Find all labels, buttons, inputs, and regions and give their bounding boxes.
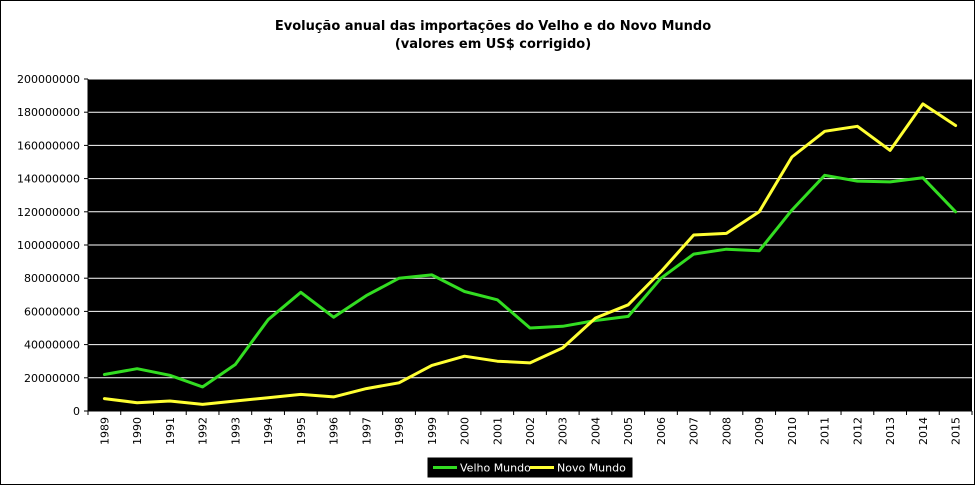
y-tick-label: 180000000 xyxy=(17,106,80,119)
x-tick-label: 2012 xyxy=(851,417,864,445)
legend-label: Velho Mundo xyxy=(460,462,531,475)
x-tick-label: 2002 xyxy=(524,417,537,445)
x-tick-label: 2015 xyxy=(950,417,963,445)
x-tick-label: 2011 xyxy=(819,417,832,445)
x-tick-label: 1998 xyxy=(393,417,406,445)
x-tick-label: 1992 xyxy=(197,417,210,445)
x-axis: 1989 1990 1991 1992 1993 1994 1995 1996 1997 1998… xyxy=(87,410,973,445)
x-tick-label: 2008 xyxy=(720,417,733,445)
series-lines xyxy=(102,102,958,406)
x-tick-label: 1994 xyxy=(262,417,275,445)
x-tick-label: 2003 xyxy=(557,417,570,445)
x-tick-label: 1997 xyxy=(360,417,373,445)
x-tick-label: 1993 xyxy=(229,417,242,445)
x-tick-label: 2010 xyxy=(786,417,799,445)
y-tick-label: 200000000 xyxy=(17,73,80,86)
x-tick-label: 2005 xyxy=(622,417,635,445)
x-tick-label: 1999 xyxy=(426,417,439,445)
y-tick-label: 80000000 xyxy=(24,272,80,285)
x-tick-label: 1991 xyxy=(164,417,177,445)
y-tick-label: 120000000 xyxy=(17,206,80,219)
series-line xyxy=(102,173,958,389)
x-tick-label: 1995 xyxy=(295,417,308,445)
y-axis: 0 20000000 40000000 60000000 80000000 1000000… xyxy=(17,73,89,418)
y-tick-label: 0 xyxy=(73,405,80,418)
legend-label: Novo Mundo xyxy=(557,462,626,475)
y-tick-label: 60000000 xyxy=(24,305,80,318)
legend: Velho Mundo Novo Mundo xyxy=(427,457,633,478)
x-tick-label: 2013 xyxy=(884,417,897,445)
x-tick-label: 1989 xyxy=(98,417,111,445)
y-tick-label: 100000000 xyxy=(17,239,80,252)
y-tick-label: 20000000 xyxy=(24,372,80,385)
x-tick-label: 2009 xyxy=(753,417,766,445)
x-tick-label: 2000 xyxy=(459,417,472,445)
x-tick-label: 1996 xyxy=(328,417,341,445)
x-tick-label: 2006 xyxy=(655,417,668,445)
chart-title: Evolução anual das importações do Velho … xyxy=(275,19,711,34)
y-tick-label: 160000000 xyxy=(17,139,80,152)
y-tick-label: 40000000 xyxy=(24,339,80,352)
y-tick-label: 140000000 xyxy=(17,173,80,186)
gridlines xyxy=(88,78,972,379)
x-tick-label: 2001 xyxy=(491,417,504,445)
x-tick-label: 2014 xyxy=(917,417,930,445)
x-tick-label: 2004 xyxy=(589,417,602,445)
x-tick-label: 2007 xyxy=(688,417,701,445)
chart-subtitle: (valores em US$ corrigido) xyxy=(395,37,591,52)
x-tick-label: 1990 xyxy=(131,417,144,445)
series-line xyxy=(102,102,958,406)
